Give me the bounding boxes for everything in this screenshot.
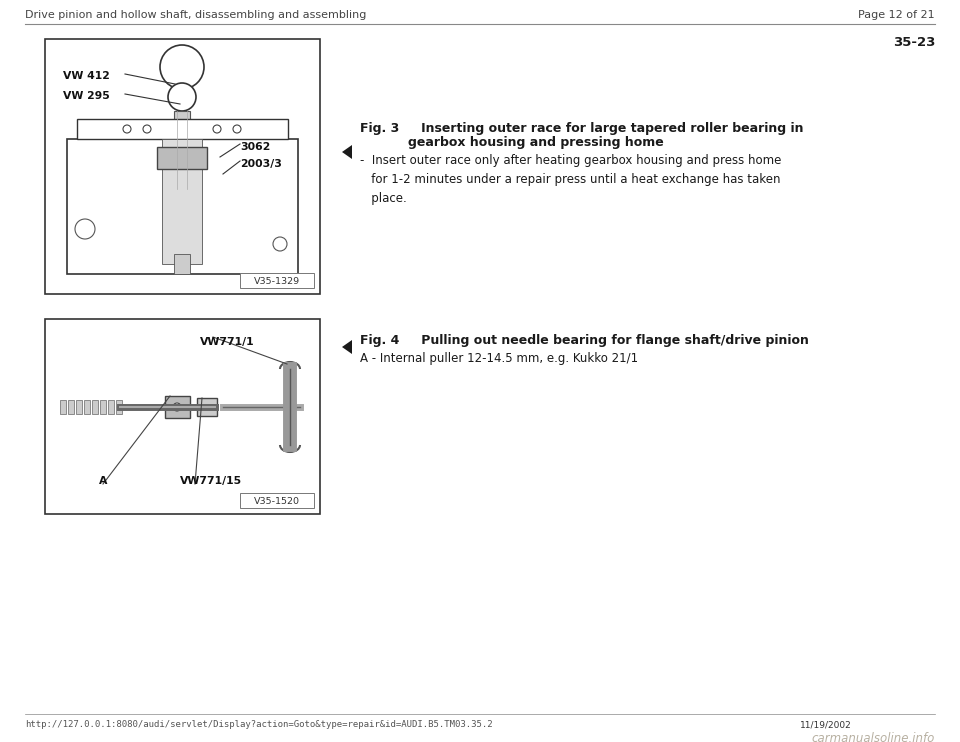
Text: carmanualsoline.info: carmanualsoline.info: [811, 732, 935, 742]
Circle shape: [123, 125, 131, 133]
Bar: [116, 400, 122, 414]
Text: V35-1520: V35-1520: [254, 496, 300, 505]
Text: 2003/3: 2003/3: [240, 159, 282, 169]
Text: 35-23: 35-23: [893, 36, 935, 49]
Bar: [45, 39, 320, 294]
Circle shape: [213, 125, 221, 133]
Text: VW 412: VW 412: [63, 71, 109, 81]
Text: A - Internal puller 12-14.5 mm, e.g. Kukko 21/1: A - Internal puller 12-14.5 mm, e.g. Kuk…: [360, 352, 638, 365]
Circle shape: [143, 125, 151, 133]
Bar: [60, 400, 66, 414]
Bar: [165, 396, 190, 418]
Bar: [45, 319, 320, 514]
Text: A: A: [99, 476, 108, 486]
Bar: [67, 139, 298, 274]
Polygon shape: [342, 340, 352, 354]
Bar: [108, 400, 114, 414]
Bar: [197, 398, 217, 416]
Text: VW 295: VW 295: [63, 91, 109, 101]
Polygon shape: [342, 145, 352, 159]
Text: Fig. 3     Inserting outer race for large tapered roller bearing in: Fig. 3 Inserting outer race for large ta…: [360, 122, 804, 135]
Text: Drive pinion and hollow shaft, disassembling and assembling: Drive pinion and hollow shaft, disassemb…: [25, 10, 367, 20]
Bar: [174, 111, 190, 189]
Bar: [92, 400, 98, 414]
Text: VW771/15: VW771/15: [180, 476, 242, 486]
Circle shape: [168, 83, 196, 111]
Text: 3062: 3062: [240, 142, 271, 152]
Circle shape: [160, 45, 204, 89]
Text: V35-1329: V35-1329: [254, 277, 300, 286]
Text: -  Insert outer race only after heating gearbox housing and press home
   for 1-: - Insert outer race only after heating g…: [360, 154, 781, 205]
Text: Page 12 of 21: Page 12 of 21: [858, 10, 935, 20]
Text: 11/19/2002: 11/19/2002: [800, 720, 852, 729]
Text: gearbox housing and pressing home: gearbox housing and pressing home: [408, 136, 663, 149]
Text: Fig. 4     Pulling out needle bearing for flange shaft/drive pinion: Fig. 4 Pulling out needle bearing for fl…: [360, 334, 809, 347]
Bar: [76, 400, 82, 414]
Bar: [84, 400, 90, 414]
Bar: [157, 147, 207, 169]
Bar: [174, 254, 190, 274]
Circle shape: [233, 125, 241, 133]
Circle shape: [173, 403, 181, 411]
Text: VW771/1: VW771/1: [200, 337, 254, 347]
Bar: [162, 139, 202, 264]
Bar: [240, 493, 314, 508]
Bar: [77, 119, 288, 139]
Circle shape: [75, 219, 95, 239]
Bar: [100, 400, 106, 414]
Circle shape: [273, 237, 287, 251]
Bar: [68, 400, 74, 414]
Bar: [240, 273, 314, 288]
Text: http://127.0.0.1:8080/audi/servlet/Display?action=Goto&type=repair&id=AUDI.B5.TM: http://127.0.0.1:8080/audi/servlet/Displ…: [25, 720, 492, 729]
